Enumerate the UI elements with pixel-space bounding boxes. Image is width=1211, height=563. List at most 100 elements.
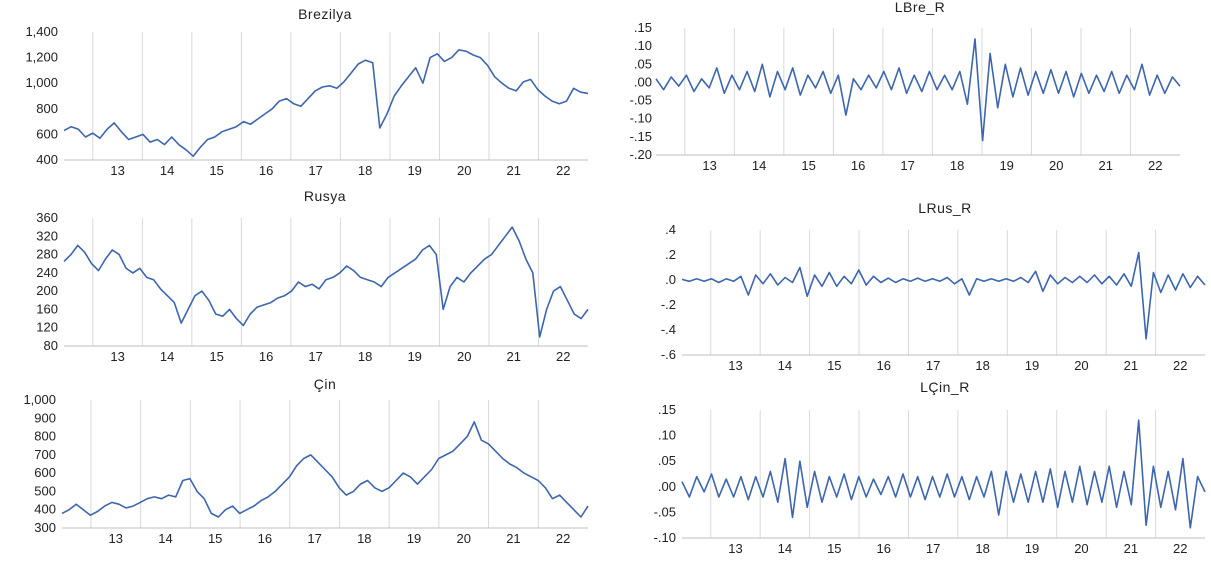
x-tick-label: 16 xyxy=(877,358,891,373)
x-tick-label: 14 xyxy=(752,158,766,173)
x-tick-label: 22 xyxy=(556,531,570,546)
y-tick-label: 1,400 xyxy=(25,24,58,39)
x-tick-label: 18 xyxy=(358,349,372,364)
x-tick-label: 13 xyxy=(702,158,716,173)
y-tick-label: 600 xyxy=(34,465,56,480)
x-tick-label: 13 xyxy=(110,163,124,178)
x-tick-label: 21 xyxy=(1124,541,1138,556)
y-tick-label: .2 xyxy=(665,247,676,262)
y-tick-label: -.2 xyxy=(661,297,676,312)
y-tick-label: 1,000 xyxy=(25,75,58,90)
series-line xyxy=(681,251,1206,340)
x-tick-label: 18 xyxy=(975,541,989,556)
y-tick-label: 400 xyxy=(34,502,56,517)
x-tick-label: 14 xyxy=(778,541,792,556)
x-tick-label: 14 xyxy=(160,349,174,364)
y-tick-label: 700 xyxy=(34,447,56,462)
x-tick-label: 22 xyxy=(1148,158,1162,173)
y-tick-label: .15 xyxy=(658,402,676,417)
series-line xyxy=(63,226,589,338)
y-tick-label: 120 xyxy=(36,320,58,335)
x-tick-label: 16 xyxy=(259,163,273,178)
x-tick-label: 16 xyxy=(258,531,272,546)
series-line xyxy=(61,421,589,518)
x-tick-label: 21 xyxy=(506,531,520,546)
y-tick-label: 160 xyxy=(36,301,58,316)
y-tick-label: 200 xyxy=(36,283,58,298)
chart-panel-6: LÇin_R .15 .10 .05 .00 -.05 -.10 13 14 15 16 17 18 19… xyxy=(654,379,1206,556)
series-line xyxy=(63,49,589,157)
x-tick-label: 19 xyxy=(1025,358,1039,373)
x-tick-label: 15 xyxy=(209,349,223,364)
x-tick-label: 20 xyxy=(1049,158,1063,173)
chart-panel-5: Çin 1,000 900 800 700 600 500 400 300 13 14 15 16 17 1… xyxy=(23,376,589,546)
y-tick-label: 320 xyxy=(36,228,58,243)
x-tick-label: 20 xyxy=(456,531,470,546)
x-tick-label: 21 xyxy=(506,349,520,364)
y-tick-label: 400 xyxy=(36,152,58,167)
y-tick-label: .05 xyxy=(658,453,676,468)
y-tick-label: 1,000 xyxy=(23,392,56,407)
y-tick-label: -.4 xyxy=(661,322,676,337)
x-tick-label: 22 xyxy=(556,349,570,364)
y-tick-label: -.05 xyxy=(630,93,652,108)
x-tick-label: 18 xyxy=(358,163,372,178)
x-tick-label: 14 xyxy=(158,531,172,546)
y-tick-label: 800 xyxy=(36,101,58,116)
x-tick-label: 18 xyxy=(975,358,989,373)
y-tick-label: -.6 xyxy=(661,347,676,362)
chart-title: Çin xyxy=(314,376,337,392)
x-tick-label: 14 xyxy=(778,358,792,373)
x-tick-label: 22 xyxy=(1173,541,1187,556)
x-tick-label: 22 xyxy=(1173,358,1187,373)
x-tick-label: 18 xyxy=(950,158,964,173)
x-tick-label: 20 xyxy=(1074,541,1088,556)
chart-title: Rusya xyxy=(304,188,346,204)
y-tick-label: -.10 xyxy=(630,111,652,126)
y-tick-label: 360 xyxy=(36,210,58,225)
x-tick-label: 15 xyxy=(827,541,841,556)
series-line xyxy=(681,419,1206,529)
y-tick-label: 80 xyxy=(44,338,58,353)
y-tick-label: 800 xyxy=(34,429,56,444)
x-tick-label: 17 xyxy=(308,163,322,178)
y-tick-label: 500 xyxy=(34,483,56,498)
x-tick-label: 15 xyxy=(209,163,223,178)
x-tick-label: 17 xyxy=(926,541,940,556)
y-tick-label: .4 xyxy=(665,222,676,237)
y-tick-label: -.20 xyxy=(630,147,652,162)
chart-panel-3: Rusya 360 320 280 240 200 160 120 80 13 14 15 16 17 18… xyxy=(36,188,589,364)
y-tick-label: .00 xyxy=(634,74,652,89)
chart-title: LBre_R xyxy=(895,0,945,15)
series-line xyxy=(655,38,1181,142)
y-tick-label: .15 xyxy=(634,20,652,35)
x-tick-label: 22 xyxy=(556,163,570,178)
x-tick-label: 13 xyxy=(110,349,124,364)
x-tick-label: 21 xyxy=(1098,158,1112,173)
y-tick-label: -.15 xyxy=(630,129,652,144)
y-tick-label: .10 xyxy=(658,428,676,443)
x-tick-label: 13 xyxy=(109,531,123,546)
x-tick-label: 17 xyxy=(926,358,940,373)
x-tick-label: 19 xyxy=(407,349,421,364)
x-tick-label: 18 xyxy=(357,531,371,546)
chart-title: LÇin_R xyxy=(920,379,970,395)
x-tick-label: 17 xyxy=(307,531,321,546)
y-tick-label: -.05 xyxy=(654,504,676,519)
y-tick-label: -.10 xyxy=(654,530,676,545)
y-tick-label: .05 xyxy=(634,56,652,71)
y-tick-label: 600 xyxy=(36,126,58,141)
y-tick-label: 1,200 xyxy=(25,50,58,65)
x-tick-label: 15 xyxy=(827,358,841,373)
x-tick-label: 21 xyxy=(506,163,520,178)
x-tick-label: 13 xyxy=(728,541,742,556)
x-tick-label: 20 xyxy=(457,349,471,364)
x-tick-label: 15 xyxy=(208,531,222,546)
chart-title: Brezilya xyxy=(298,6,352,22)
y-tick-label: 900 xyxy=(34,410,56,425)
x-tick-label: 15 xyxy=(801,158,815,173)
chart-panel-1: Brezilya 1,400 1,200 1,000 800 600 400 13 14 15 16… xyxy=(25,6,589,178)
x-tick-label: 19 xyxy=(407,531,421,546)
